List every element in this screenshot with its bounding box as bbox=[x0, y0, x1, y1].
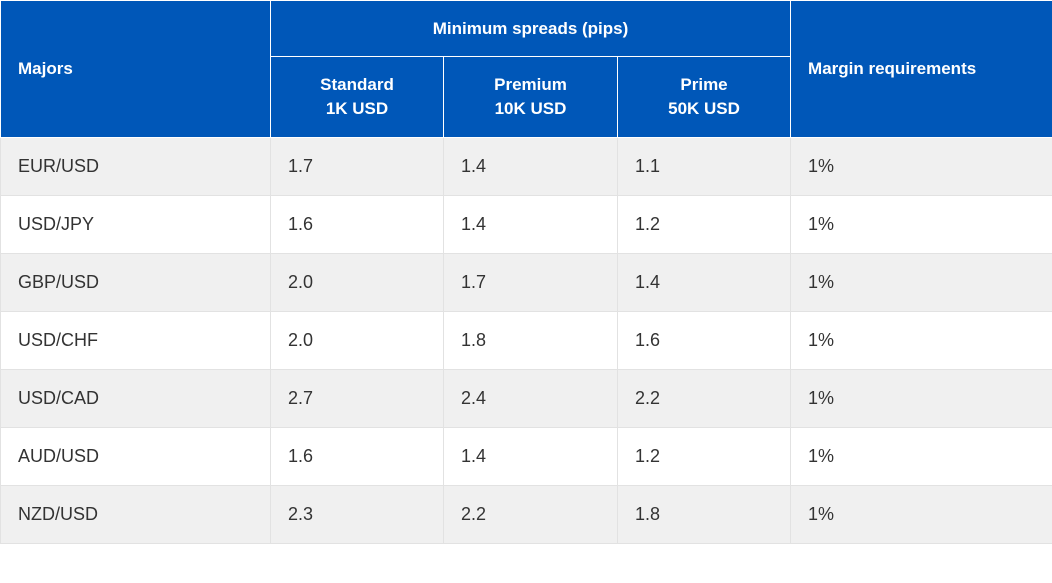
table-row: AUD/USD 1.6 1.4 1.2 1% bbox=[0, 427, 1052, 486]
cell-pair: GBP/USD bbox=[0, 253, 271, 312]
column-header-premium: Premium 10K USD bbox=[443, 56, 618, 138]
cell-prime-spread: 1.2 bbox=[617, 195, 792, 254]
cell-prime-spread: 1.4 bbox=[617, 253, 792, 312]
cell-margin: 1% bbox=[790, 427, 1052, 486]
cell-pair: AUD/USD bbox=[0, 427, 271, 486]
cell-pair: EUR/USD bbox=[0, 137, 271, 196]
cell-prime-spread: 1.8 bbox=[617, 485, 792, 544]
column-header-standard: Standard 1K USD bbox=[270, 56, 444, 138]
cell-standard-spread: 2.0 bbox=[270, 253, 444, 312]
cell-standard-spread: 1.6 bbox=[270, 427, 444, 486]
cell-margin: 1% bbox=[790, 485, 1052, 544]
cell-margin: 1% bbox=[790, 195, 1052, 254]
tier-amount: 50K USD bbox=[668, 99, 740, 118]
table-row: GBP/USD 2.0 1.7 1.4 1% bbox=[0, 253, 1052, 312]
cell-pair: USD/CHF bbox=[0, 311, 271, 370]
table-row: USD/CAD 2.7 2.4 2.2 1% bbox=[0, 369, 1052, 428]
table-header: Majors Minimum spreads (pips) Margin req… bbox=[0, 0, 1052, 138]
cell-standard-spread: 1.7 bbox=[270, 137, 444, 196]
cell-pair: USD/JPY bbox=[0, 195, 271, 254]
cell-standard-spread: 2.0 bbox=[270, 311, 444, 370]
spreads-table: Majors Minimum spreads (pips) Margin req… bbox=[0, 0, 1052, 544]
table-row: USD/JPY 1.6 1.4 1.2 1% bbox=[0, 195, 1052, 254]
tier-name: Standard bbox=[320, 75, 394, 94]
table-body: EUR/USD 1.7 1.4 1.1 1% USD/JPY 1.6 1.4 1… bbox=[0, 137, 1052, 544]
cell-standard-spread: 1.6 bbox=[270, 195, 444, 254]
tier-amount: 1K USD bbox=[325, 99, 389, 118]
cell-prime-spread: 1.1 bbox=[617, 137, 792, 196]
tier-name: Premium bbox=[494, 75, 567, 94]
cell-prime-spread: 1.6 bbox=[617, 311, 792, 370]
tier-name: Prime bbox=[680, 75, 728, 94]
cell-standard-spread: 2.7 bbox=[270, 369, 444, 428]
cell-premium-spread: 1.8 bbox=[443, 311, 618, 370]
table-row: EUR/USD 1.7 1.4 1.1 1% bbox=[0, 137, 1052, 196]
table-row: NZD/USD 2.3 2.2 1.8 1% bbox=[0, 485, 1052, 544]
cell-premium-spread: 1.7 bbox=[443, 253, 618, 312]
cell-standard-spread: 2.3 bbox=[270, 485, 444, 544]
cell-margin: 1% bbox=[790, 137, 1052, 196]
cell-pair: NZD/USD bbox=[0, 485, 271, 544]
column-header-margin-requirements: Margin requirements bbox=[790, 0, 1052, 138]
column-group-header-minimum-spreads: Minimum spreads (pips) bbox=[269, 0, 792, 57]
cell-margin: 1% bbox=[790, 253, 1052, 312]
table-row: USD/CHF 2.0 1.8 1.6 1% bbox=[0, 311, 1052, 370]
column-header-prime: Prime 50K USD bbox=[616, 56, 792, 138]
cell-premium-spread: 2.2 bbox=[443, 485, 618, 544]
cell-prime-spread: 2.2 bbox=[617, 369, 792, 428]
cell-premium-spread: 1.4 bbox=[443, 195, 618, 254]
cell-pair: USD/CAD bbox=[0, 369, 271, 428]
column-header-majors: Majors bbox=[0, 0, 271, 138]
cell-premium-spread: 2.4 bbox=[443, 369, 618, 428]
cell-premium-spread: 1.4 bbox=[443, 137, 618, 196]
cell-margin: 1% bbox=[790, 369, 1052, 428]
header-row-bottom: Standard 1K USD Premium 10K USD Prime 50… bbox=[1, 56, 1052, 138]
header-row-top: Majors Minimum spreads (pips) Margin req… bbox=[0, 0, 1052, 138]
cell-margin: 1% bbox=[790, 311, 1052, 370]
cell-prime-spread: 1.2 bbox=[617, 427, 792, 486]
tier-amount: 10K USD bbox=[494, 99, 567, 118]
cell-premium-spread: 1.4 bbox=[443, 427, 618, 486]
